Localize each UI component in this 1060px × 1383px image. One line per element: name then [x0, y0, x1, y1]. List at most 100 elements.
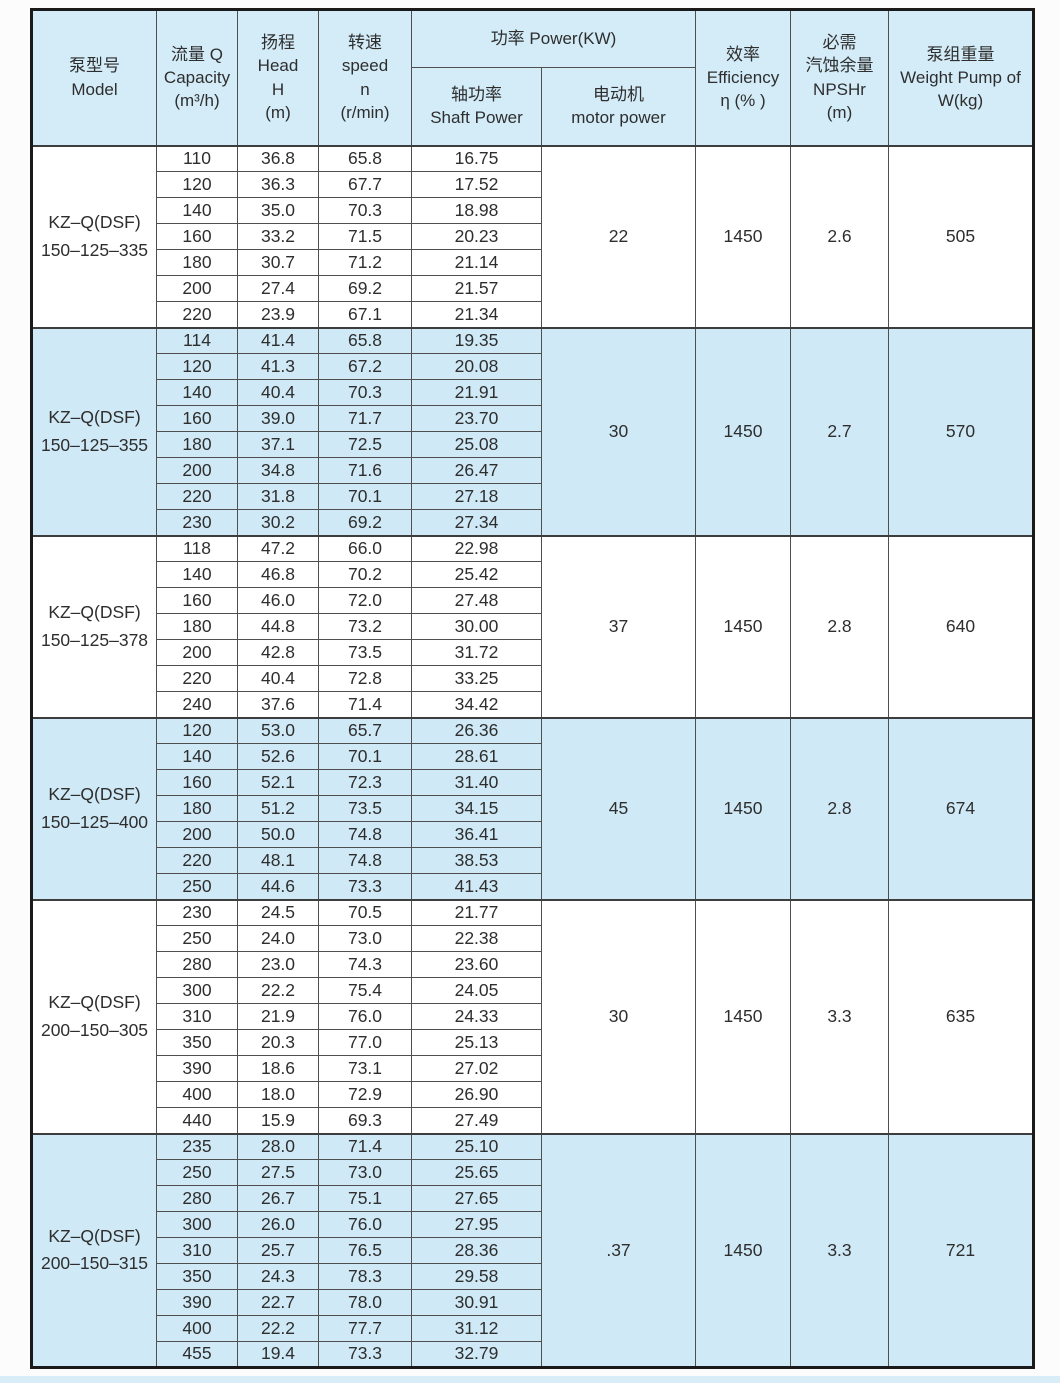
- capacity-cell: 300: [156, 1211, 238, 1238]
- shaft-power-cell: 25.08: [411, 431, 542, 458]
- capacity-cell: 140: [156, 197, 238, 224]
- table-row: 140 52.6 70.1 28.61: [32, 743, 1034, 770]
- capacity-cell: 230: [156, 509, 238, 536]
- shaft-power-cell: 28.36: [411, 1237, 542, 1264]
- shaft-power-cell: 25.42: [411, 561, 542, 588]
- speed-cell: 69.2: [318, 509, 412, 536]
- table-row: 220 40.4 72.8 33.25: [32, 665, 1034, 692]
- capacity-cell: 140: [156, 743, 238, 770]
- shaft-power-cell: 29.58: [411, 1263, 542, 1290]
- table-row: KZ–Q(DSF) 150–125–400 120 53.0 65.7 26.36 45 14…: [31, 716, 1034, 900]
- shaft-power-cell: 23.60: [411, 951, 542, 978]
- npshr-cell: 2.8: [790, 534, 889, 718]
- header-label: Weight Pump of: [900, 68, 1021, 88]
- weight-cell: 674: [888, 716, 1034, 900]
- speed-cell: 72.5: [318, 431, 412, 458]
- head-cell: 18.0: [237, 1081, 319, 1108]
- speed-cell: 71.4: [318, 691, 412, 718]
- header-label: 轴功率: [451, 84, 502, 104]
- page-bottom-strip: [0, 1376, 1060, 1383]
- head-cell: 28.0: [237, 1132, 319, 1160]
- speed-cell: 78.3: [318, 1263, 412, 1290]
- table-header: 泵型号 Model 流量 Q Capacity (m³/h) 扬程 Head H…: [31, 9, 1034, 146]
- column-header-capacity: 流量 Q Capacity (m³/h): [156, 9, 238, 146]
- header-label: (m): [265, 103, 291, 123]
- header-label: (m³/h): [174, 91, 220, 111]
- head-cell: 48.1: [237, 847, 319, 874]
- speed-cell: 73.5: [318, 795, 412, 822]
- model-line: 150–125–335: [40, 239, 149, 260]
- capacity-cell: 120: [156, 353, 238, 380]
- capacity-cell: 140: [156, 561, 238, 588]
- column-header-model: 泵型号 Model: [31, 9, 157, 146]
- head-cell: 41.3: [237, 353, 319, 380]
- model-line: KZ–Q(DSF): [48, 212, 141, 233]
- speed-cell: 73.1: [318, 1055, 412, 1082]
- model-line: KZ–Q(DSF): [48, 992, 141, 1013]
- motor-power-cell: .37: [541, 1132, 696, 1368]
- shaft-power-cell: 31.72: [411, 639, 542, 666]
- model-line: 200–150–315: [40, 1253, 149, 1274]
- shaft-power-cell: 21.14: [411, 249, 542, 276]
- model-cell: KZ–Q(DSF) 200–150–305: [31, 898, 157, 1134]
- speed-cell: 71.5: [318, 223, 412, 250]
- header-label: 转速: [348, 32, 382, 52]
- shaft-power-cell: 23.70: [411, 405, 542, 432]
- speed-cell: 65.7: [318, 716, 412, 744]
- head-cell: 36.8: [237, 144, 319, 172]
- speed-cell: 76.0: [318, 1211, 412, 1238]
- speed-cell: 70.1: [318, 743, 412, 770]
- model-line: 150–125–355: [40, 434, 149, 455]
- header-label: 流量 Q: [171, 44, 223, 64]
- speed-cell: 77.7: [318, 1315, 412, 1342]
- shaft-power-cell: 38.53: [411, 847, 542, 874]
- shaft-power-cell: 34.15: [411, 795, 542, 822]
- speed-cell: 72.0: [318, 587, 412, 614]
- head-cell: 23.0: [237, 951, 319, 978]
- column-header-power-group: 功率 Power(KW): [411, 9, 696, 68]
- shaft-power-cell: 34.42: [411, 691, 542, 718]
- header-label: (m): [826, 103, 853, 123]
- table-row: 230 30.2 69.2 27.34: [32, 509, 1034, 536]
- header-label: 电动机: [593, 84, 644, 104]
- speed-cell: 66.0: [318, 534, 412, 562]
- header-label: speed: [341, 56, 389, 76]
- speed-cell: 69.3: [318, 1107, 412, 1134]
- shaft-power-cell: 25.13: [411, 1029, 542, 1056]
- head-cell: 27.5: [237, 1159, 319, 1186]
- head-cell: 20.3: [237, 1029, 319, 1056]
- capacity-cell: 250: [156, 873, 238, 900]
- shaft-power-cell: 27.18: [411, 483, 542, 510]
- capacity-cell: 114: [156, 326, 238, 354]
- capacity-cell: 180: [156, 795, 238, 822]
- shaft-power-cell: 36.41: [411, 821, 542, 848]
- head-cell: 37.6: [237, 691, 319, 718]
- table-row: 160 52.1 72.3 31.40: [32, 769, 1034, 796]
- table-row: 280 26.7 75.1 27.65: [32, 1185, 1034, 1212]
- speed-cell: 75.4: [318, 977, 412, 1004]
- head-cell: 22.2: [237, 1315, 319, 1342]
- head-cell: 19.4: [237, 1341, 319, 1368]
- column-header-npshr: 必需 汽蚀余量 NPSHr (m): [790, 9, 889, 146]
- head-cell: 46.8: [237, 561, 319, 588]
- head-cell: 24.5: [237, 898, 319, 926]
- model-cell: KZ–Q(DSF) 150–125–378: [31, 534, 157, 718]
- speed-cell: 70.2: [318, 561, 412, 588]
- shaft-power-cell: 21.57: [411, 275, 542, 302]
- efficiency-cell: 1450: [695, 716, 791, 900]
- shaft-power-cell: 18.98: [411, 197, 542, 224]
- column-header-head: 扬程 Head H (m): [237, 9, 319, 146]
- pump-spec-table: 泵型号 Model 流量 Q Capacity (m³/h) 扬程 Head H…: [30, 8, 1035, 1369]
- shaft-power-cell: 20.23: [411, 223, 542, 250]
- head-cell: 47.2: [237, 534, 319, 562]
- table-row: 350 20.3 77.0 25.13: [32, 1029, 1034, 1056]
- capacity-cell: 350: [156, 1263, 238, 1290]
- table-row: 310 21.9 76.0 24.33: [32, 1003, 1034, 1030]
- head-cell: 53.0: [237, 716, 319, 744]
- model-cell: KZ–Q(DSF) 150–125–335: [31, 144, 157, 328]
- table-row: 140 35.0 70.3 18.98: [32, 197, 1034, 224]
- model-line: 150–125–378: [40, 629, 149, 650]
- shaft-power-cell: 26.90: [411, 1081, 542, 1108]
- table-row: 120 41.3 67.2 20.08: [32, 353, 1034, 380]
